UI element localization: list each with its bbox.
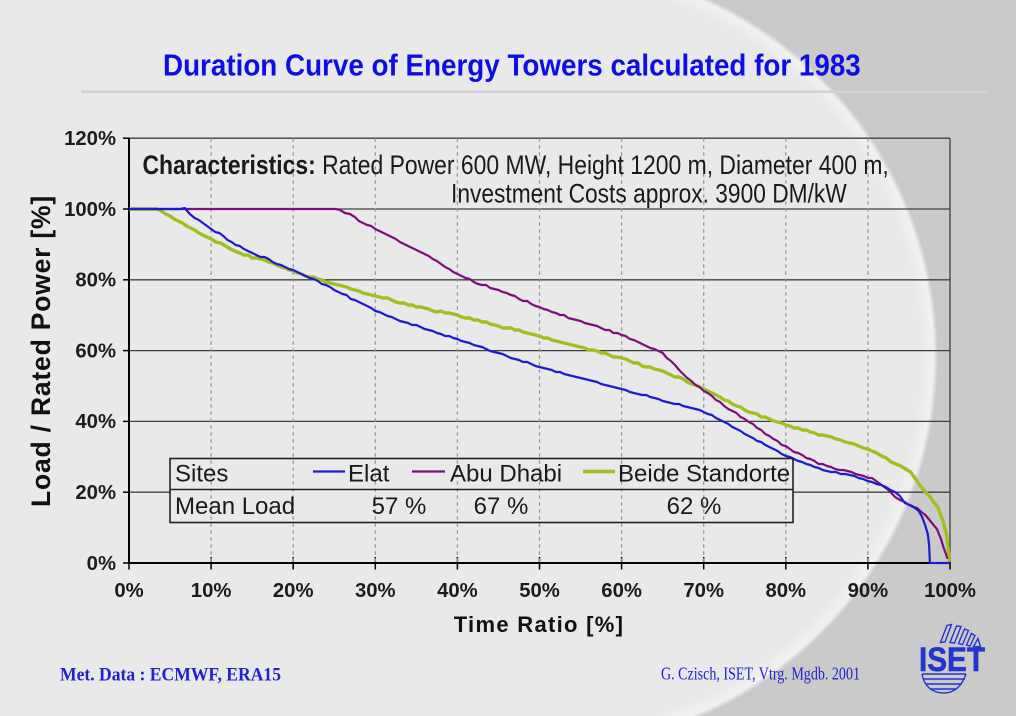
svg-text:100%: 100% [924, 580, 976, 602]
svg-text:50%: 50% [519, 580, 560, 602]
svg-text:Time Ratio [%]: Time Ratio [%] [454, 612, 625, 637]
svg-text:10%: 10% [191, 580, 232, 602]
svg-text:Load / Rated Power [%]: Load / Rated Power [%] [26, 195, 56, 507]
svg-text:90%: 90% [848, 580, 889, 602]
svg-text:57 %: 57 % [372, 493, 427, 520]
svg-text:60%: 60% [75, 340, 116, 362]
svg-text:ISET: ISET [919, 641, 985, 679]
svg-text:20%: 20% [273, 580, 314, 602]
svg-text:Beide Standorte: Beide Standorte [618, 461, 790, 488]
svg-text:20%: 20% [75, 482, 116, 504]
svg-text:Characteristics: Rated Power 6: Characteristics: Rated Power 600 MW, Hei… [143, 152, 889, 181]
svg-text:40%: 40% [75, 411, 116, 433]
svg-text:60%: 60% [601, 580, 642, 602]
svg-text:Elat: Elat [348, 461, 390, 488]
svg-text:Met. Data : ECMWF, ERA15: Met. Data : ECMWF, ERA15 [60, 665, 281, 686]
svg-text:0%: 0% [114, 580, 143, 602]
svg-text:120%: 120% [64, 128, 116, 150]
svg-text:70%: 70% [683, 580, 724, 602]
svg-text:0%: 0% [87, 553, 116, 575]
svg-text:80%: 80% [766, 580, 807, 602]
svg-text:Investment Costs approx. 3900: Investment Costs approx. 3900 DM/kW [451, 180, 847, 209]
svg-text:30%: 30% [355, 580, 396, 602]
svg-text:100%: 100% [64, 199, 116, 221]
svg-text:Duration Curve of Energy Tower: Duration Curve of Energy Towers calculat… [163, 49, 861, 82]
svg-text:Mean Load: Mean Load [175, 493, 295, 520]
svg-text:67 %: 67 % [474, 493, 529, 520]
svg-text:40%: 40% [437, 580, 478, 602]
svg-text:Sites: Sites [175, 461, 228, 488]
svg-text:80%: 80% [75, 270, 116, 292]
svg-text:Abu Dhabi: Abu Dhabi [450, 461, 562, 488]
svg-text:G. Czisch, ISET, Vtrg. Mgdb. 2: G. Czisch, ISET, Vtrg. Mgdb. 2001 [661, 664, 860, 684]
svg-text:62 %: 62 % [667, 493, 722, 520]
